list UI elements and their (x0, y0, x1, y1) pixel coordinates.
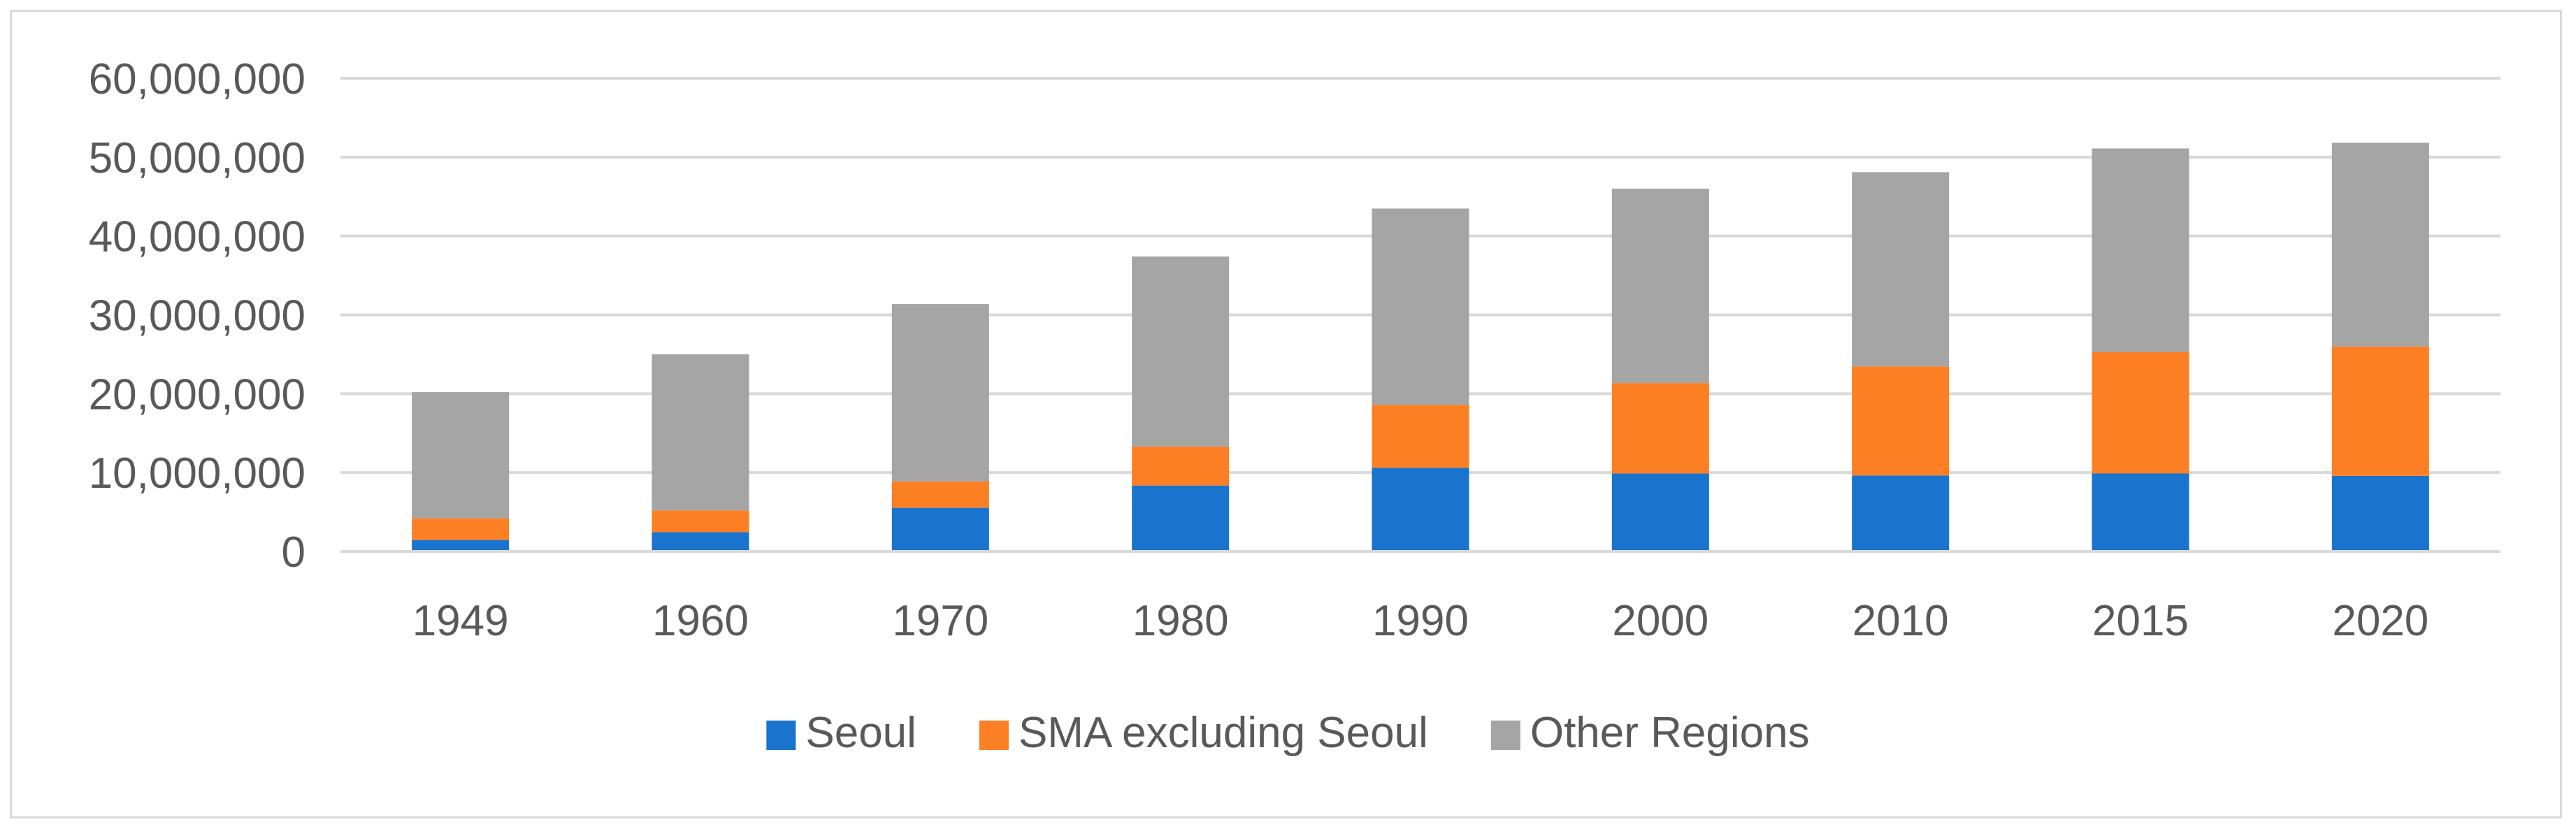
bar-seoul-1949 (412, 540, 510, 551)
bar-seoul-2000 (1611, 473, 1709, 551)
y-tick-label: 10,000,000 (89, 449, 305, 498)
bar-sma-excluding-seoul-2015 (2092, 352, 2189, 474)
y-tick-label: 20,000,000 (89, 370, 305, 419)
legend-item: Seoul (766, 709, 916, 757)
bar-other-regions-1970 (891, 303, 989, 482)
x-tick-label: 2015 (2092, 597, 2189, 645)
bar-other-regions-1990 (1372, 208, 1469, 405)
x-tick-label: 2010 (1852, 597, 1949, 645)
stacked-bar-chart: 0 10,000,000 20,000,000 30,000,000 40,000,00… (89, 55, 2501, 757)
legend-swatch (979, 721, 1009, 750)
legend-label: SMA excluding Seoul (1019, 709, 1428, 757)
legend: Seoul SMA excluding Seoul Other Regions (766, 709, 1810, 757)
legend-swatch (766, 721, 796, 750)
bar-seoul-1980 (1132, 485, 1230, 551)
bar-other-regions-1960 (652, 354, 749, 511)
bar-other-regions-2015 (2092, 148, 2189, 352)
bar-sma-excluding-seoul-2010 (1852, 366, 1950, 476)
chart-frame: 0 10,000,000 20,000,000 30,000,000 40,000,00… (10, 10, 2562, 818)
y-tick-label: 40,000,000 (89, 213, 305, 261)
x-tick-label: 1990 (1372, 597, 1469, 645)
x-tick-label: 1960 (652, 597, 749, 645)
bar-sma-excluding-seoul-1960 (652, 510, 749, 533)
x-tick-label: 1970 (892, 597, 988, 645)
bar-seoul-2010 (1852, 475, 1950, 551)
y-axis-ticks: 0 10,000,000 20,000,000 30,000,000 40,000,00… (89, 55, 305, 577)
bars (340, 143, 2501, 553)
bar-sma-excluding-seoul-1980 (1132, 446, 1230, 486)
legend-item: Other Regions (1490, 709, 1810, 757)
bar-sma-excluding-seoul-1970 (891, 481, 989, 508)
bar-sma-excluding-seoul-2000 (1611, 383, 1709, 474)
bar-other-regions-1949 (412, 392, 510, 519)
legend-label: Other Regions (1530, 709, 1810, 757)
bar-seoul-2020 (2331, 475, 2429, 551)
y-tick-label: 0 (282, 528, 305, 577)
bar-sma-excluding-seoul-2020 (2331, 346, 2429, 476)
bar-seoul-1960 (652, 532, 749, 551)
y-tick-label: 50,000,000 (89, 134, 305, 182)
bar-seoul-2015 (2092, 473, 2189, 551)
x-tick-label: 1949 (412, 597, 509, 645)
bar-seoul-1970 (891, 507, 989, 551)
x-tick-label: 2020 (2332, 597, 2429, 645)
bar-other-regions-2020 (2331, 143, 2429, 347)
bar-other-regions-2010 (1852, 172, 1950, 367)
bar-sma-excluding-seoul-1990 (1372, 405, 1469, 468)
y-tick-label: 60,000,000 (89, 55, 305, 103)
y-tick-label: 30,000,000 (89, 292, 305, 340)
x-tick-label: 2000 (1612, 597, 1708, 645)
legend-label: Seoul (805, 709, 916, 757)
bar-other-regions-2000 (1611, 188, 1709, 384)
bar-seoul-1990 (1372, 468, 1469, 551)
bar-other-regions-1980 (1132, 256, 1230, 447)
x-axis-ticks: 1949 1960 1970 1980 1990 2000 2010 2015 2020 (412, 597, 2429, 645)
x-tick-label: 1980 (1132, 597, 1229, 645)
bar-sma-excluding-seoul-1949 (412, 518, 510, 540)
legend-item: SMA excluding Seoul (979, 709, 1428, 757)
legend-swatch (1490, 721, 1520, 750)
